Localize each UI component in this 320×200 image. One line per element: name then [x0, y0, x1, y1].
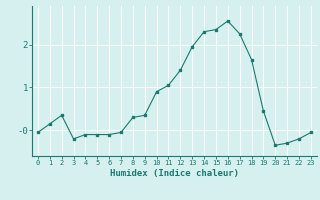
- X-axis label: Humidex (Indice chaleur): Humidex (Indice chaleur): [110, 169, 239, 178]
